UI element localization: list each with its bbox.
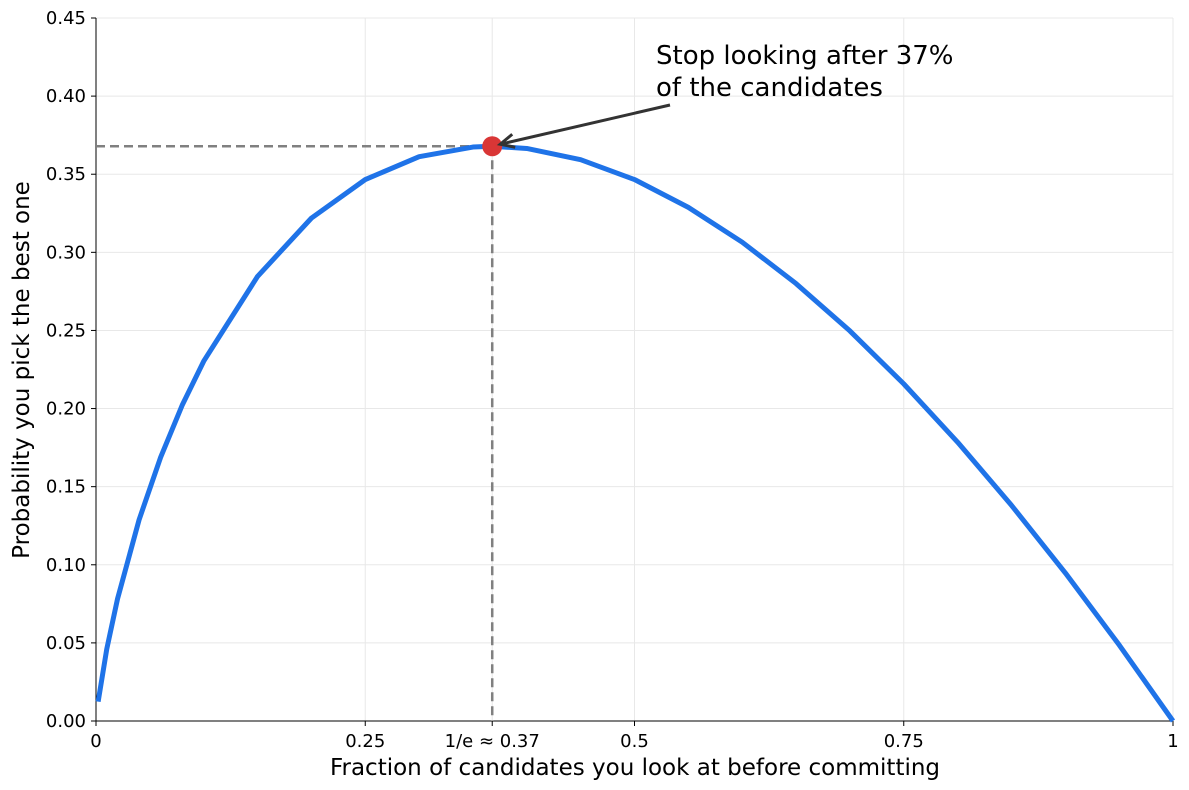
annotation: Stop looking after 37%of the candidates	[656, 41, 954, 103]
y-tick-label: 0.20	[46, 399, 86, 420]
curve	[95, 143, 1176, 723]
annotation-arrow	[499, 103, 671, 146]
x-tick-label: 0.5	[620, 731, 649, 752]
y-tick-label: 0.15	[46, 477, 86, 498]
x-tick-label: 1	[1167, 731, 1178, 752]
y-tick-label: 0.35	[46, 164, 86, 185]
x-tick-label: 1/e ≈ 0.37	[445, 731, 540, 752]
x-tick-label: 0.75	[884, 731, 924, 752]
y-tick-label: 0.45	[46, 8, 86, 29]
x-axis-label: Fraction of candidates you look at befor…	[330, 755, 940, 781]
annotation-line: of the candidates	[656, 73, 883, 103]
y-tick-label: 0.25	[46, 320, 86, 341]
x-tick-label: 0.25	[345, 731, 385, 752]
y-tick-label: 0.00	[46, 711, 86, 732]
y-tick-label: 0.10	[46, 555, 86, 576]
annotation-arrowhead	[496, 133, 516, 149]
annotation-line: Stop looking after 37%	[656, 41, 954, 71]
peak-marker	[482, 136, 503, 157]
y-axis-label: Probability you pick the best one	[9, 181, 35, 559]
y-tick-label: 0.05	[46, 633, 86, 654]
y-tick-label: 0.30	[46, 242, 86, 263]
x-tick-label: 0	[90, 731, 101, 752]
y-tick-label: 0.40	[46, 86, 86, 107]
